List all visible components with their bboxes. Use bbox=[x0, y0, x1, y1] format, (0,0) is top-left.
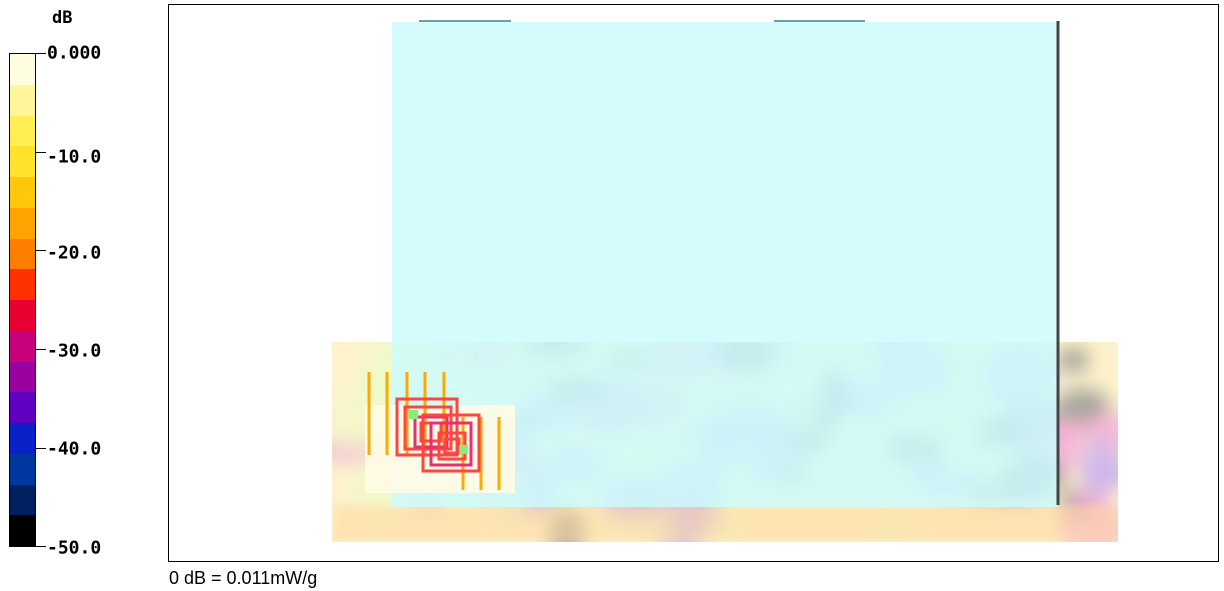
legend-tick-label: -20.0 bbox=[47, 242, 102, 264]
sar-contour bbox=[429, 421, 473, 467]
zoom-scan-region bbox=[365, 372, 515, 493]
scan-blob bbox=[1080, 437, 1118, 496]
sar-contour bbox=[421, 413, 481, 473]
colorbar-segment bbox=[10, 330, 35, 362]
colorbar-segment bbox=[10, 300, 35, 331]
colorbar-segment bbox=[10, 484, 35, 516]
colorbar-segment bbox=[10, 115, 35, 147]
colorbar-segment bbox=[10, 423, 35, 454]
peak-marker bbox=[409, 410, 418, 419]
reference-level-note: 0 dB = 0.011mW/g bbox=[169, 568, 318, 588]
legend-tick-label: 0.000 bbox=[47, 42, 102, 64]
legend-unit-label: dB bbox=[52, 8, 73, 28]
sar-contour bbox=[403, 405, 453, 451]
legend-tick-label: -40.0 bbox=[47, 438, 102, 460]
scan-blob bbox=[348, 372, 405, 414]
colorbar-segment bbox=[10, 453, 35, 485]
colorbar-segment bbox=[10, 515, 35, 546]
legend-tick-label: -30.0 bbox=[47, 340, 102, 362]
scan-blob bbox=[332, 402, 363, 426]
colorbar-segment bbox=[10, 238, 35, 270]
legend-tick-label: -50.0 bbox=[47, 537, 102, 559]
peak-marker bbox=[459, 445, 468, 454]
colorbar-segment bbox=[10, 177, 35, 208]
sar-distribution-plot bbox=[168, 4, 1219, 562]
colorbar bbox=[9, 53, 36, 547]
colorbar-segment bbox=[10, 54, 35, 85]
scan-blob bbox=[1057, 346, 1090, 373]
colorbar-segment bbox=[10, 84, 35, 116]
colorbar-segment bbox=[10, 269, 35, 300]
legend-tick-label: -10.0 bbox=[47, 146, 102, 168]
colorbar-segment bbox=[10, 361, 35, 393]
colorbar-segment bbox=[10, 392, 35, 423]
color-legend: dB 0.000 -10.0 -20.0 -30.0 -40.0 -50.0 bbox=[0, 0, 160, 591]
sar-plot-canvas bbox=[332, 20, 1118, 542]
colorbar-segment bbox=[10, 207, 35, 239]
sar-contour bbox=[395, 397, 459, 457]
colorbar-segment bbox=[10, 146, 35, 177]
